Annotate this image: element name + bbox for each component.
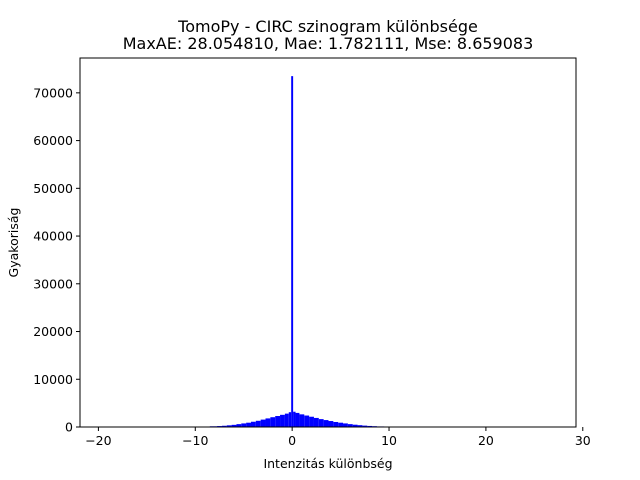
histogram-bar [295,412,300,427]
histogram-bar [299,414,305,427]
histogram-bar [313,417,319,427]
histogram-bar [293,411,296,427]
x-tick-label: 30 [575,433,591,448]
y-tick-label: 20000 [33,324,73,339]
histogram-bars [93,76,569,428]
x-tick-label: 0 [288,433,296,448]
y-tick-label: 40000 [33,229,73,244]
y-tick-label: 50000 [33,181,73,196]
x-tick-label: 10 [381,433,397,448]
y-tick-label: 0 [65,420,73,435]
histogram-bar [221,425,227,427]
histogram-bar [291,76,294,428]
histogram-bar [304,415,310,427]
histogram-bar [352,424,358,427]
histogram-bar [265,418,271,427]
histogram-bar [280,414,285,427]
histogram-bar [270,417,276,427]
histogram-bar [309,416,314,427]
x-tick-label: −10 [182,433,208,448]
y-tick-label: 30000 [33,276,73,291]
y-axis-label: Gyakoriság [6,208,21,278]
histogram-bar [338,422,344,427]
x-tick-label: 20 [478,433,494,448]
histogram-bar [323,420,329,427]
x-axis-ticks: −20 −10 0 10 20 30 [85,427,591,448]
y-tick-label: 60000 [33,133,73,148]
histogram-bar [260,419,266,427]
chart-subtitle: MaxAE: 28.054810, Mae: 1.782111, Mse: 8.… [123,34,534,53]
x-axis-label: Intenzitás különbség [263,456,392,471]
histogram-bar [236,424,242,427]
histogram-bar [318,419,324,427]
histogram-bar [226,425,232,427]
histogram-bar [367,425,373,427]
histogram-bar [246,422,251,427]
histogram-bar [231,424,237,427]
histogram-bar [333,421,339,427]
y-tick-label: 70000 [33,85,73,100]
histogram-bar [284,413,289,427]
histogram-bar [241,423,247,427]
histogram-bar [328,421,334,427]
histogram-bar [288,412,292,427]
y-axis-ticks: 0 10000 20000 30000 40000 50000 60000 70000 [33,85,80,435]
y-tick-label: 10000 [33,372,73,387]
histogram-bar [347,424,353,427]
plot-frame [79,57,577,428]
histogram-bar [255,420,261,427]
x-tick-label: −20 [85,433,111,448]
chart-title: TomoPy - CIRC szinogram különbsége [177,17,478,36]
histogram-bar [343,423,348,427]
histogram-bar [362,425,368,427]
histogram-bar [357,425,363,427]
histogram-bar [250,421,256,427]
histogram-bar [275,416,281,427]
